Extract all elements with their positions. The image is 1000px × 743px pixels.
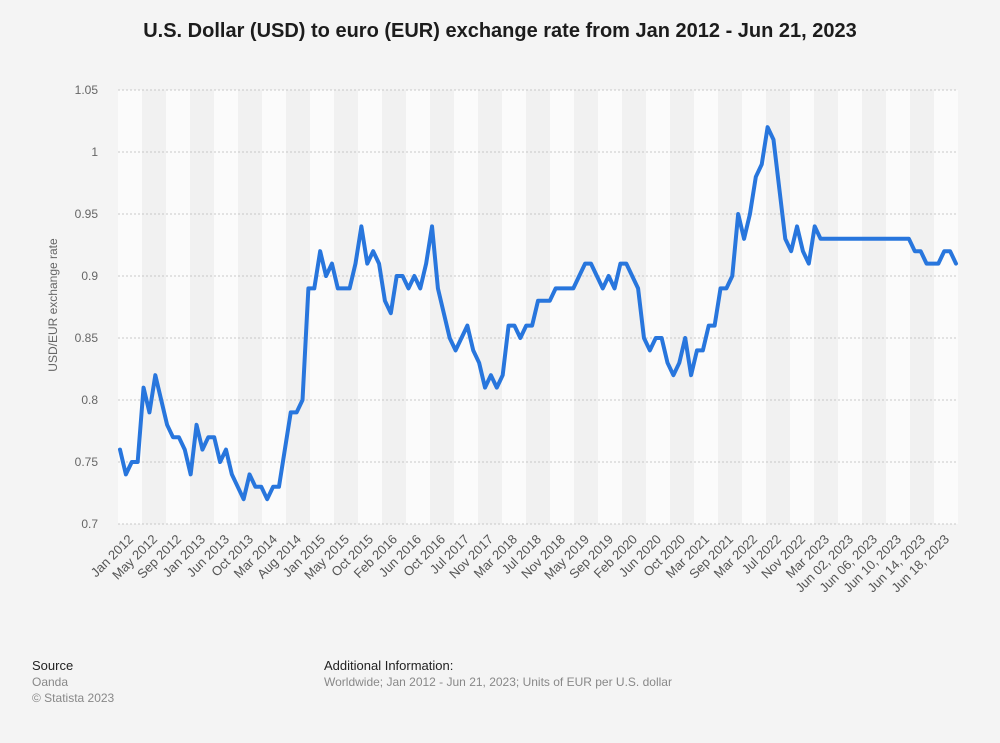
y-axis-ticks: 0.7 0.75 0.8 0.85 0.9 0.95 1 1.05 (75, 83, 99, 531)
background-band (334, 90, 358, 524)
gridlines (118, 89, 958, 525)
y-tick-label: 0.75 (75, 455, 99, 469)
y-tick-label: 0.7 (81, 517, 98, 531)
background-band (718, 90, 742, 524)
background-band (766, 90, 790, 524)
background-band (238, 90, 262, 524)
chart-title: U.S. Dollar (USD) to euro (EUR) exchange… (143, 20, 857, 42)
background-band (694, 90, 718, 524)
source-name: Oanda (32, 675, 69, 689)
y-tick-label: 0.85 (75, 331, 99, 345)
background-band (550, 90, 574, 524)
background-band (478, 90, 502, 524)
additional-info-block: Additional Information: Worldwide; Jan 2… (324, 658, 672, 690)
background-band (622, 90, 646, 524)
additional-info-heading: Additional Information: (324, 658, 454, 673)
background-band (574, 90, 598, 524)
background-band (382, 90, 406, 524)
background-band (310, 90, 334, 524)
background-band (934, 90, 958, 524)
background-band (454, 90, 478, 524)
background-band (598, 90, 622, 524)
background-band (406, 90, 430, 524)
background-band (502, 90, 526, 524)
y-tick-label: 0.95 (75, 207, 99, 221)
y-tick-label: 0.8 (81, 393, 98, 407)
copyright: © Statista 2023 (32, 691, 115, 705)
background-band (886, 90, 910, 524)
additional-info-text: Worldwide; Jan 2012 - Jun 21, 2023; Unit… (324, 675, 672, 689)
source-heading: Source (32, 658, 74, 673)
background-band (862, 90, 886, 524)
background-band (814, 90, 838, 524)
series-line (118, 125, 958, 502)
y-tick-label: 1.05 (75, 83, 99, 97)
background-bands (118, 90, 958, 524)
y-tick-label: 1 (91, 145, 98, 159)
background-band (358, 90, 382, 524)
background-band (142, 90, 166, 524)
source-block: Source Oanda © Statista 2023 (32, 658, 114, 706)
background-band (262, 90, 286, 524)
y-tick-label: 0.9 (81, 269, 98, 283)
background-band (790, 90, 814, 524)
background-band (670, 90, 694, 524)
background-band (910, 90, 934, 524)
background-band (646, 90, 670, 524)
y-axis-title: USD/EUR exchange rate (46, 238, 60, 372)
background-band (838, 90, 862, 524)
